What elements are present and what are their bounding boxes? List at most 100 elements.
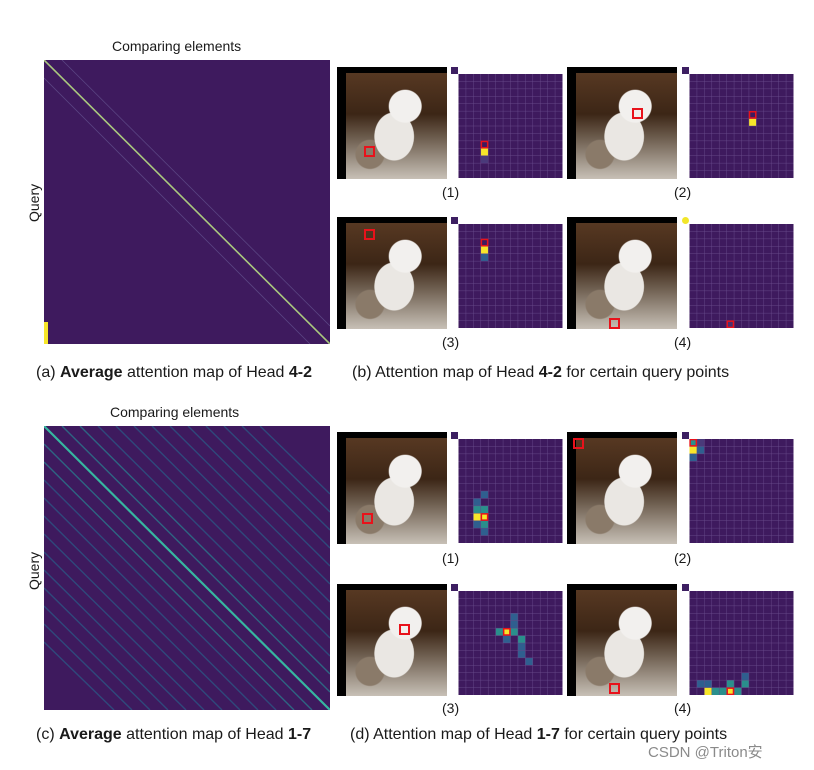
heat-cell <box>689 453 697 462</box>
heat-cell <box>473 505 481 514</box>
diagonal-band <box>133 426 330 621</box>
heat-cell <box>480 246 489 254</box>
colorbar-swatch <box>682 584 689 591</box>
query-marker <box>726 320 735 328</box>
sublabel-bottom-3: (3) <box>442 700 460 716</box>
diagonal-band <box>44 533 223 710</box>
heat-cell <box>748 118 757 126</box>
sublabel-bottom-2: (2) <box>674 550 692 566</box>
heatmap-top-1 <box>458 74 563 178</box>
query-marker <box>609 318 620 329</box>
caption-b-bold: 4-2 <box>538 364 562 381</box>
colorbar-swatch <box>682 432 689 439</box>
sublabel-bottom-4: (4) <box>674 700 692 716</box>
query-marker <box>399 624 410 635</box>
bottom-average-attention-map <box>44 426 330 710</box>
diagonal-band <box>44 426 330 710</box>
query-marker <box>480 140 489 149</box>
diagonal-band <box>44 515 241 710</box>
diagonal-band <box>223 426 330 531</box>
colorbar-swatch <box>451 584 458 591</box>
top-y-axis-label: Query <box>26 183 42 222</box>
caption-d: (d) Attention map of Head 1-7 for certai… <box>350 726 727 744</box>
photo-top-1 <box>337 67 447 179</box>
diagonal-band <box>151 426 330 603</box>
heat-cell <box>726 320 735 328</box>
heatmap-top-3 <box>458 224 563 328</box>
diagonal-band <box>115 426 330 639</box>
query-marker <box>502 627 511 636</box>
bottom-x-axis-label: Comparing elements <box>110 404 240 420</box>
heat-cell <box>696 680 705 688</box>
caption-c-bold1: Average <box>59 726 122 743</box>
photo-top-2 <box>567 67 677 179</box>
diagonal-band <box>44 551 205 710</box>
diagonal-band <box>44 587 169 710</box>
query-marker <box>362 513 373 524</box>
diagonal-band <box>187 426 330 567</box>
heat-cell <box>517 635 526 643</box>
caption-d-prefix: (d) Attention map of Head <box>350 726 537 743</box>
heat-cell <box>726 687 735 695</box>
diagonal-band <box>205 426 330 549</box>
heat-cell <box>741 672 749 681</box>
colorbar-swatch <box>451 217 458 224</box>
query-marker <box>364 146 375 157</box>
heat-cell <box>704 687 712 695</box>
diagonal-band <box>79 426 330 675</box>
heat-cell <box>689 439 697 447</box>
caption-a-prefix: (a) <box>36 364 60 381</box>
heat-cell <box>734 687 742 695</box>
photo-top-3 <box>337 217 447 329</box>
colorbar-swatch <box>682 217 689 224</box>
colorbar-swatch <box>451 432 458 439</box>
heat-cell <box>473 498 481 506</box>
heat-cell <box>510 613 518 621</box>
diagonal-band <box>97 426 330 657</box>
sublabel-bottom-1: (1) <box>442 550 460 566</box>
query-marker <box>689 439 698 447</box>
photo-bottom-4 <box>567 584 677 696</box>
heat-cell <box>696 446 705 454</box>
heat-cell <box>473 513 481 521</box>
heat-cell <box>711 687 720 695</box>
heat-cell <box>510 620 518 629</box>
heat-cell <box>480 491 489 499</box>
photo-top-4 <box>567 217 677 329</box>
top-average-attention-map <box>44 60 330 344</box>
caption-a: (a) Average attention map of Head 4-2 <box>36 364 312 382</box>
caption-a-bold2: 4-2 <box>288 364 313 381</box>
heat-cell <box>503 635 511 643</box>
sublabel-top-4: (4) <box>674 334 692 350</box>
diagonal-band <box>44 479 277 710</box>
heat-cell <box>510 628 518 636</box>
caption-b: (b) Attention map of Head 4-2 for certai… <box>352 364 729 382</box>
heat-cell <box>704 680 712 688</box>
photo-bottom-3 <box>337 584 447 696</box>
caption-c-mid: attention map of Head <box>121 726 288 743</box>
photo-bottom-2 <box>567 432 677 544</box>
caption-c-bold2: 1-7 <box>288 726 312 743</box>
diagonal-band <box>241 426 330 513</box>
caption-c: (c) Average attention map of Head 1-7 <box>36 726 311 744</box>
heat-cell <box>503 628 511 636</box>
top-x-axis-label: Comparing elements <box>112 38 242 54</box>
heatmap-bottom-3 <box>458 591 563 695</box>
diagonal-band <box>44 605 151 710</box>
diagonal-band <box>169 426 330 585</box>
heat-cell <box>726 680 735 688</box>
colorbar-swatch <box>682 67 689 74</box>
caption-c-prefix: (c) <box>36 726 60 743</box>
heat-cell <box>480 148 489 156</box>
sublabel-top-1: (1) <box>442 184 460 200</box>
caption-d-bold: 1-7 <box>536 726 560 743</box>
heat-cell <box>696 439 705 447</box>
heatmap-top-4 <box>689 224 794 328</box>
heatmap-bottom-2 <box>689 439 794 543</box>
diagonal-band <box>61 426 330 693</box>
query-marker <box>632 108 643 119</box>
query-marker <box>480 513 489 521</box>
heat-cell <box>741 680 749 688</box>
heat-cell <box>480 520 489 529</box>
diagonal-band <box>44 443 313 710</box>
